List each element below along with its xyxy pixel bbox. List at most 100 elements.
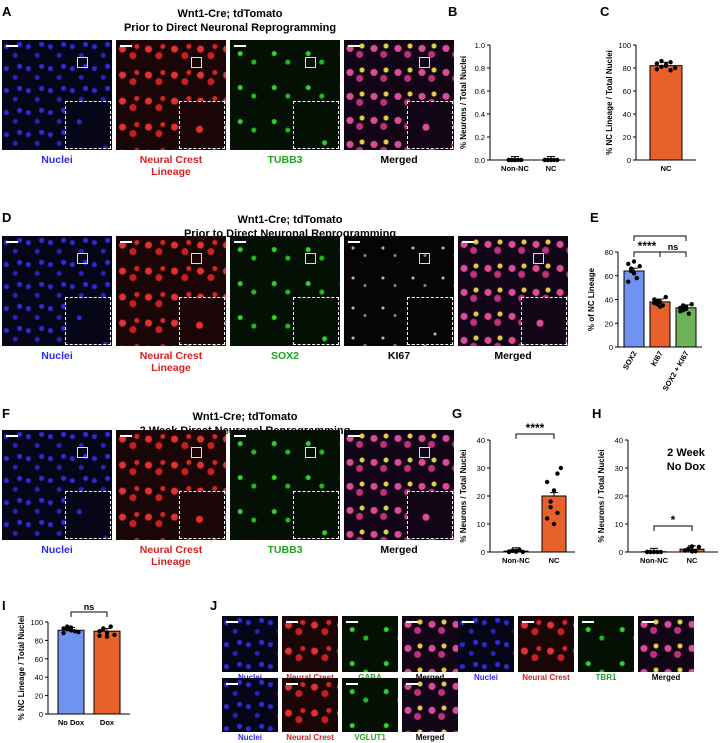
micrograph-tbr1 xyxy=(578,616,634,672)
data-point xyxy=(513,158,517,162)
micrograph-neural-crest xyxy=(518,616,574,672)
y-tick-label: 20 xyxy=(615,492,623,501)
data-point xyxy=(112,633,116,637)
panel-label-h: H xyxy=(592,406,601,421)
y-tick-label: 0.8 xyxy=(475,64,485,73)
image-caption: Merged xyxy=(344,154,454,166)
scale-bar xyxy=(234,435,246,437)
data-point xyxy=(635,276,639,280)
image-caption: Merged xyxy=(636,673,696,683)
micrograph-nuclei xyxy=(222,616,278,672)
data-point xyxy=(652,550,656,554)
x-tick-label: NC xyxy=(661,164,672,173)
zoom-inset xyxy=(179,491,225,539)
data-point xyxy=(76,630,80,634)
data-point xyxy=(655,67,659,71)
y-tick-label: 0.0 xyxy=(475,156,485,165)
data-point xyxy=(668,68,672,72)
image-caption: Nuclei xyxy=(2,350,112,362)
y-tick-label: 0 xyxy=(619,548,623,557)
image-caption: Nuclei xyxy=(220,733,280,743)
image-caption: VGLUT1 xyxy=(340,733,400,743)
x-tick-label: NC xyxy=(687,556,698,565)
scale-bar xyxy=(406,683,418,685)
inset-title: 2 Week xyxy=(667,447,706,459)
panel-label-c: C xyxy=(600,4,609,19)
data-point xyxy=(659,65,663,69)
panel-label-b: B xyxy=(448,4,457,19)
y-tick-label: 20 xyxy=(605,319,613,328)
significance-i-bracket xyxy=(71,612,107,617)
image-caption: Neural Crest Lineage xyxy=(116,350,226,374)
zoom-inset xyxy=(65,491,111,539)
panel-f-title-line1: Wnt1-Cre; tdTomato xyxy=(110,410,380,424)
scale-bar xyxy=(522,621,534,623)
significance-sox2-vs-combo-label: **** xyxy=(651,230,670,237)
y-tick-label: 60 xyxy=(605,272,613,281)
data-point xyxy=(690,302,694,306)
data-point xyxy=(629,269,633,273)
data-point xyxy=(659,550,663,554)
image-caption: KI67 xyxy=(344,350,454,362)
scale-bar xyxy=(642,621,654,623)
significance-sox2-vs-ki67-label: **** xyxy=(638,239,657,253)
data-point xyxy=(664,64,668,68)
scale-bar xyxy=(348,45,360,47)
image-caption: TBR1 xyxy=(576,673,636,683)
y-tick-label: 0 xyxy=(39,710,43,719)
image-caption: TUBB3 xyxy=(230,544,340,556)
bar xyxy=(94,631,120,714)
micrograph-tubb3 xyxy=(230,40,340,150)
image-caption: SOX2 xyxy=(230,350,340,362)
scale-bar xyxy=(462,621,474,623)
y-tick-label: 0 xyxy=(481,548,485,557)
data-point xyxy=(105,635,109,639)
micrograph-sox2 xyxy=(230,236,340,346)
micrograph-merged xyxy=(344,40,454,150)
micrograph-tubb3 xyxy=(230,430,340,540)
roi-box xyxy=(191,57,202,68)
scale-bar xyxy=(346,621,358,623)
data-point xyxy=(655,61,659,65)
panel-label-d: D xyxy=(2,210,11,225)
micrograph-nuclei xyxy=(222,678,278,732)
data-point xyxy=(626,279,630,283)
panel-d-title-line1: Wnt1-Cre; tdTomato xyxy=(120,213,460,227)
y-tick-label: 60 xyxy=(35,655,43,664)
data-point xyxy=(545,516,549,520)
bar xyxy=(58,630,84,714)
zoom-inset xyxy=(407,101,453,149)
data-point xyxy=(552,522,556,526)
zoom-inset xyxy=(179,297,225,345)
y-axis-label: % Neurons / Total Nuclei xyxy=(597,449,606,542)
zoom-inset xyxy=(293,491,339,539)
data-point xyxy=(626,262,630,266)
image-caption: Neural Crest xyxy=(280,733,340,743)
chart-b: 0.00.20.40.60.81.0% Neurons / Total Nucl… xyxy=(450,20,565,210)
y-tick-label: 0 xyxy=(627,156,631,165)
inset-title: No Dox xyxy=(667,461,706,473)
significance-i-label: ns xyxy=(84,602,95,612)
data-point xyxy=(632,259,636,263)
data-point xyxy=(690,549,694,553)
roi-box xyxy=(533,253,544,264)
y-axis-label: % of NC Lineage xyxy=(587,267,596,331)
y-tick-label: 20 xyxy=(477,492,485,501)
image-caption: Merged xyxy=(400,733,460,743)
y-tick-label: 40 xyxy=(605,296,613,305)
y-tick-label: 80 xyxy=(605,248,613,257)
bar xyxy=(650,66,682,160)
significance-g-label: **** xyxy=(526,421,545,435)
y-tick-label: 30 xyxy=(615,464,623,473)
data-point xyxy=(555,158,559,162)
x-tick-label: SOX2 xyxy=(621,350,639,372)
micrograph-nuclei xyxy=(2,430,112,540)
y-tick-label: 80 xyxy=(35,636,43,645)
panel-a-title-line2: Prior to Direct Neuronal Reprogramming xyxy=(80,21,380,35)
scale-bar xyxy=(346,683,358,685)
y-tick-label: 40 xyxy=(615,436,623,445)
data-point xyxy=(548,505,552,509)
